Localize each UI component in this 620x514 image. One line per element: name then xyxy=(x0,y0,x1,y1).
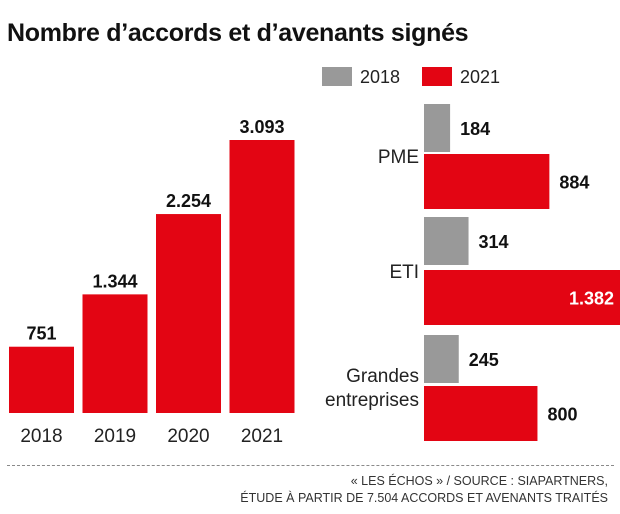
x-tick-label-2020: 2020 xyxy=(167,426,209,447)
bar-eti-2018 xyxy=(424,217,469,265)
bar-value-label-pme-2021: 884 xyxy=(559,173,589,193)
bar-value-label-eti-2018: 314 xyxy=(479,232,509,252)
source-note: « LES ÉCHOS » / SOURCE : SIAPARTNERS, ÉT… xyxy=(240,473,608,507)
category-label-eti: ETI xyxy=(389,262,419,283)
x-tick-label-2021: 2021 xyxy=(241,426,283,447)
legend-swatch-2018 xyxy=(322,67,352,86)
legend-label-2018: 2018 xyxy=(360,67,400,87)
legend-swatch-2021 xyxy=(422,67,452,86)
bar-grandes-entreprises-2018 xyxy=(424,335,459,383)
bar-value-label-2020: 2.254 xyxy=(166,191,211,211)
x-tick-label-2019: 2019 xyxy=(94,426,136,447)
chart-title: Nombre d’accords et d’avenants signés xyxy=(7,19,469,47)
bar-value-label-2018: 751 xyxy=(26,324,56,344)
source-divider xyxy=(7,465,614,466)
bar-value-label-grandes-entreprises-2021: 800 xyxy=(547,405,577,425)
bar-grandes-entreprises-2021 xyxy=(424,386,538,441)
bar-2018 xyxy=(9,346,74,413)
legend-label-2021: 2021 xyxy=(460,67,500,87)
source-line-1: « LES ÉCHOS » / SOURCE : SIAPARTNERS, xyxy=(350,474,608,488)
bar-2019 xyxy=(82,294,148,413)
bar-value-label-2021: 3.093 xyxy=(239,117,284,137)
bar-value-label-grandes-entreprises-2018: 245 xyxy=(469,350,499,370)
bar-pme-2018 xyxy=(424,104,451,152)
bar-eti-2021 xyxy=(424,270,620,325)
bar-value-label-pme-2018: 184 xyxy=(460,119,490,139)
bar-value-label-2019: 1.344 xyxy=(92,271,137,291)
bar-2021 xyxy=(229,140,295,413)
bar-2020 xyxy=(156,214,221,413)
category-label-grandes-entreprises-line-2: entreprises xyxy=(325,390,419,411)
source-line-2: ÉTUDE À PARTIR DE 7.504 ACCORDS ET AVENA… xyxy=(240,491,608,505)
category-label-grandes-entreprises-line-1: Grandes xyxy=(346,366,419,387)
bar-value-label-eti-2021: 1.382 xyxy=(569,289,614,309)
x-tick-label-2018: 2018 xyxy=(20,426,62,447)
bar-pme-2021 xyxy=(424,154,550,209)
chart-canvas: 751 2018 1.344 2019 2.254 2020 3.093 2021 184 314… xyxy=(9,67,620,447)
category-label-pme: PME xyxy=(378,147,419,168)
